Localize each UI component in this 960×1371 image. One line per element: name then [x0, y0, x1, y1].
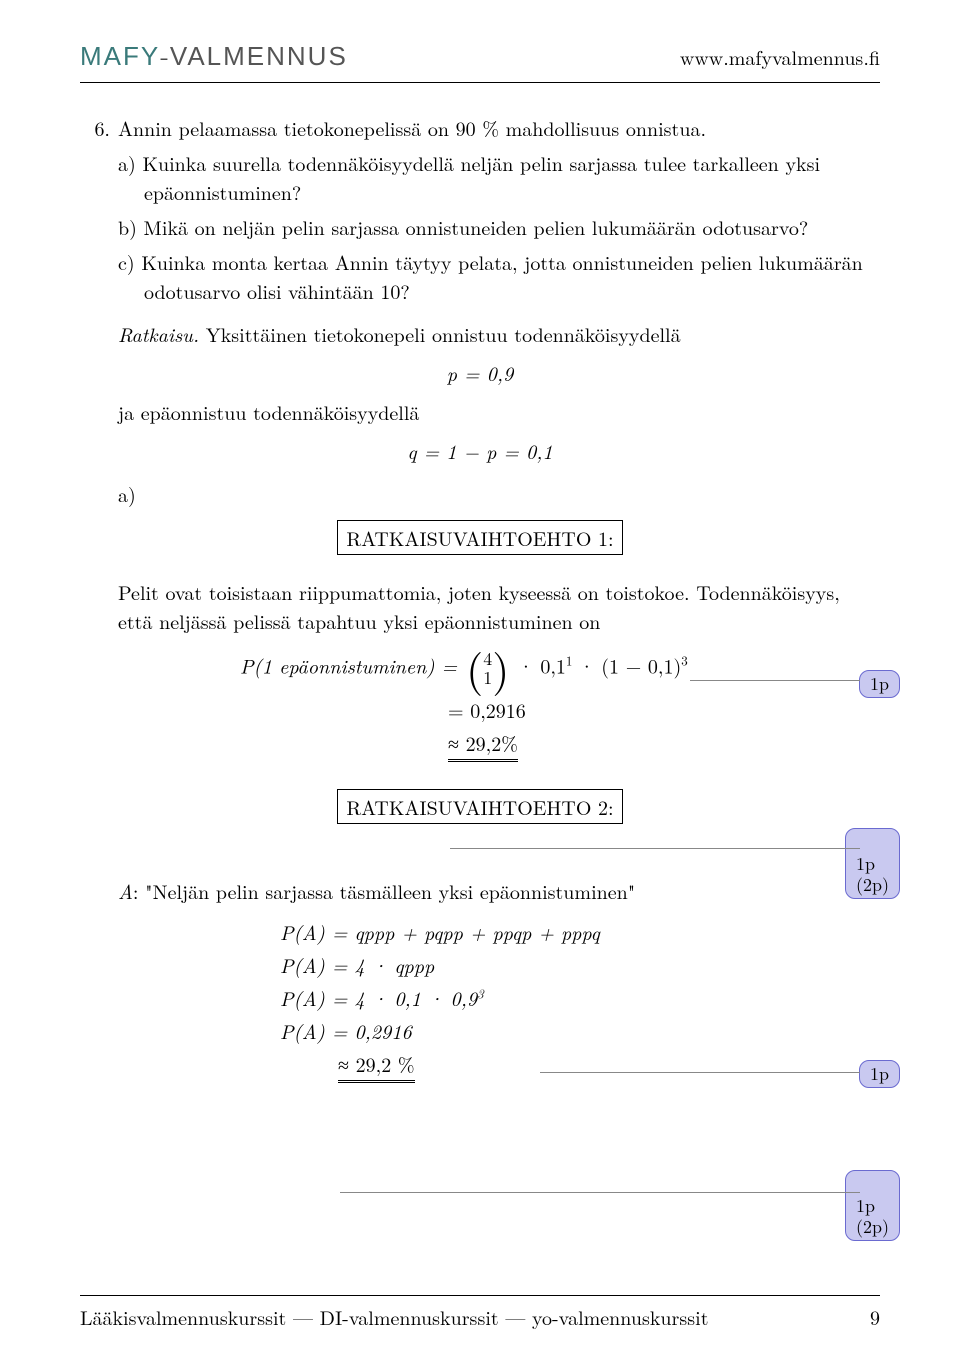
binom-stack: 41 [483, 650, 492, 688]
equation-block-1: P(1 epäonnistuminen) = (41) · 0,1 1 · (1 … [240, 647, 880, 757]
binom-icon: (41) [466, 647, 509, 691]
badge-2-text: 1p (2p) [856, 851, 889, 898]
problem-text: Annin pelaamassa tietokonepelissä on 90 … [118, 113, 880, 142]
para1a: Pelit ovat toisistaan riippumattomia, jo… [118, 577, 696, 606]
footer-text: Lääkisvalmennuskurssit — DI-valmennuskur… [80, 1302, 708, 1331]
eq-p: p = 0,9 [80, 358, 880, 387]
logo-mafy: MAFY [80, 41, 160, 71]
eq-q: q = 1 − p = 0,1 [80, 436, 880, 465]
eq1-row2: = 0,2916 [448, 695, 880, 724]
page-footer: Lääkisvalmennuskurssit — DI-valmennuskur… [80, 1295, 880, 1331]
points-badge-3: 1p [859, 1060, 900, 1088]
problem-b: b) Mikä on neljän pelin sarjassa onnistu… [118, 212, 880, 241]
solution-box-2: RATKAISUVAIHTOEHTO 2: [337, 789, 622, 824]
eq2-r3a: P(A) = 4 · 0,1 · 0,9 [280, 983, 477, 1012]
badge-4-text: 1p (2p) [856, 1193, 889, 1240]
badge-3-text: 1p [870, 1061, 889, 1086]
para-1: Pelit ovat toisistaan riippumattomia, jo… [118, 577, 880, 635]
eq1-row3: ≈ 29,2% [448, 728, 880, 757]
problem-a: a) Kuinka suurella todennäköisyydellä ne… [118, 148, 880, 206]
solution-intro-text: Yksittäinen tietokonepeli onnistuu toden… [199, 319, 681, 348]
box1-wrap: RATKAISUVAIHTOEHTO 1: [80, 508, 880, 567]
eq2-result: ≈ 29,2 % [338, 1049, 415, 1083]
eq2-r3: P(A) = 4 · 0,1 · 0,93 [280, 983, 880, 1012]
rparen-icon: ) [492, 645, 509, 689]
binom-bot: 1 [483, 665, 492, 690]
A-text: : "Neljän pelin sarjassa täsmälleen yksi… [133, 876, 635, 905]
problem-number: 6. [80, 113, 110, 142]
eq2-r4: P(A) = 0,2916 [280, 1016, 880, 1045]
page-header: MAFY-VALMENNUS www.mafyvalmennus.fi [80, 0, 880, 83]
connector-line-4 [340, 1192, 860, 1193]
logo-dash: - [160, 36, 170, 73]
part-a-label: a) [118, 479, 880, 508]
eq1-row1: P(1 epäonnistuminen) = (41) · 0,1 1 · (1 … [240, 647, 880, 691]
eq1-rest: · 0,1 [518, 650, 566, 679]
eq2-r3-sup: 3 [477, 983, 484, 1002]
solution-box-1: RATKAISUVAIHTOEHTO 1: [337, 520, 622, 555]
connector-line-1 [690, 680, 860, 681]
connector-line-2 [450, 848, 860, 849]
lparen-icon: ( [466, 645, 483, 689]
logo-valmennus: VALMENNUS [170, 41, 348, 71]
problem-c: c) Kuinka monta kertaa Annin täytyy pela… [118, 247, 880, 305]
logo: MAFY-VALMENNUS [80, 36, 348, 76]
fail-text: ja epäonnistuu todennäköisyydellä [118, 397, 880, 426]
box2-wrap: RATKAISUVAIHTOEHTO 2: [80, 777, 880, 836]
eq2-r2: P(A) = 4 · qppp [280, 950, 880, 979]
eq1-sup3: 3 [681, 650, 688, 669]
solution-intro: Ratkaisu. Yksittäinen tietokonepeli onni… [118, 319, 880, 348]
connector-line-3 [540, 1072, 860, 1073]
page-number: 9 [870, 1302, 880, 1331]
ratkaisu-label: Ratkaisu. [118, 319, 199, 348]
eq1-lhs: P(1 epäonnistuminen) = [240, 650, 464, 679]
header-url: www.mafyvalmennus.fi [680, 42, 880, 71]
badge-1-text: 1p [870, 671, 889, 696]
equation-block-2: P(A) = qppp + pqpp + ppqp + pppq P(A) = … [280, 917, 880, 1078]
eq2-r5: ≈ 29,2 % [338, 1049, 880, 1078]
document-body: 6. Annin pelaamassa tietokonepelissä on … [0, 83, 960, 1078]
A-definition: A: "Neljän pelin sarjassa täsmälleen yks… [118, 876, 880, 905]
points-badge-1: 1p [859, 670, 900, 698]
A-label: A [118, 876, 133, 905]
problem-statement: 6. Annin pelaamassa tietokonepelissä on … [80, 113, 880, 142]
points-badge-2: 1p (2p) [845, 828, 900, 899]
eq1-mid: · (1 − 0,1) [572, 650, 681, 679]
points-badge-4: 1p (2p) [845, 1170, 900, 1241]
eq1-result: ≈ 29,2% [448, 728, 518, 762]
eq2-r1: P(A) = qppp + pqpp + ppqp + pppq [280, 917, 880, 946]
